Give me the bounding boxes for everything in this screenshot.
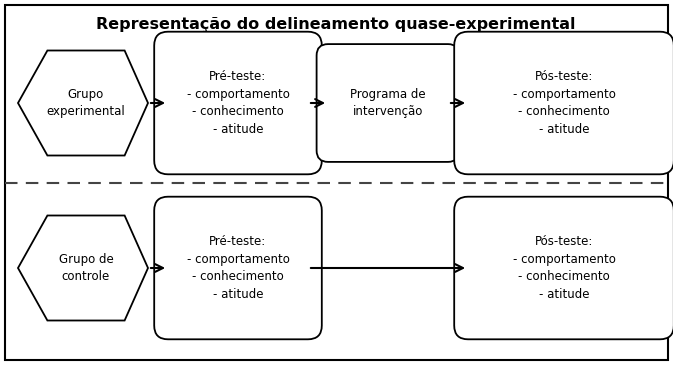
Text: Grupo
experimental: Grupo experimental — [46, 88, 125, 118]
Polygon shape — [18, 50, 148, 155]
Text: Pré-teste:
- comportamento
- conhecimento
- atitude: Pré-teste: - comportamento - conheciment… — [186, 70, 289, 136]
Text: Programa de
intervenção: Programa de intervenção — [350, 88, 426, 118]
Text: Pós-teste:
- comportamento
- conhecimento
- atitude: Pós-teste: - comportamento - conheciment… — [513, 235, 615, 301]
Polygon shape — [18, 215, 148, 320]
Text: Pós-teste:
- comportamento
- conhecimento
- atitude: Pós-teste: - comportamento - conheciment… — [513, 70, 615, 136]
Text: Pré-teste:
- comportamento
- conhecimento
- atitude: Pré-teste: - comportamento - conheciment… — [186, 235, 289, 301]
FancyBboxPatch shape — [154, 197, 322, 339]
FancyBboxPatch shape — [154, 32, 322, 174]
FancyBboxPatch shape — [316, 44, 460, 162]
Text: Representação do delineamento quase-experimental: Representação do delineamento quase-expe… — [96, 18, 575, 32]
FancyBboxPatch shape — [454, 32, 673, 174]
Text: Grupo de
controle: Grupo de controle — [59, 253, 113, 283]
FancyBboxPatch shape — [5, 5, 668, 360]
FancyBboxPatch shape — [454, 197, 673, 339]
